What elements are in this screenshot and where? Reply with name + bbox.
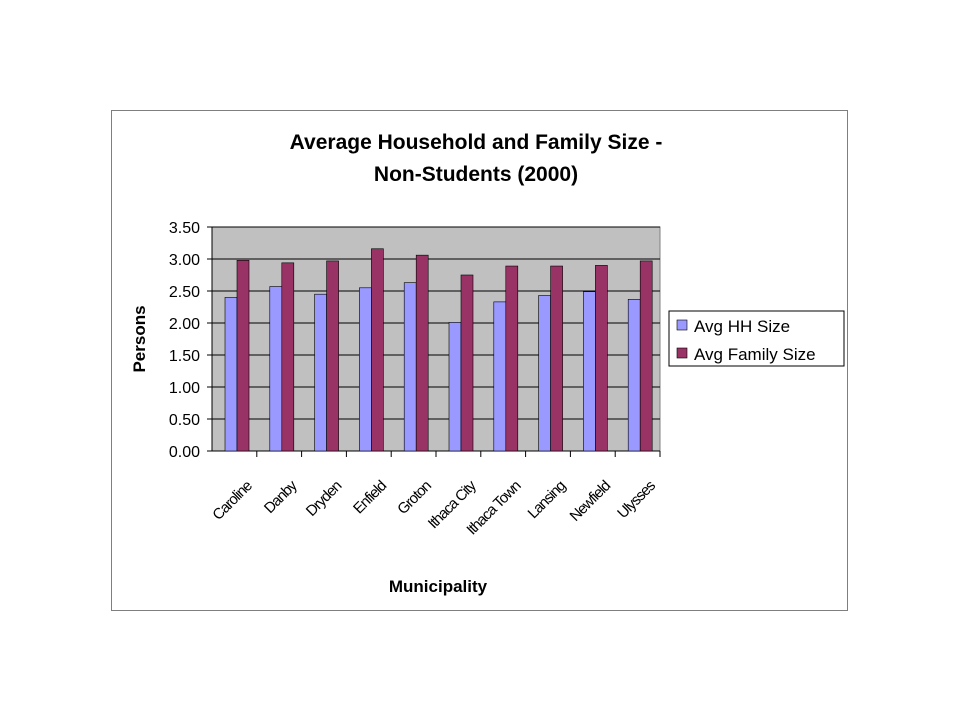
bar-avg-hh-size: [493, 301, 507, 452]
y-tick-label: 3.50: [169, 220, 200, 237]
bar-avg-family-size: [415, 254, 429, 452]
legend-swatch: [676, 319, 688, 331]
x-tick-label: Caroline: [209, 477, 255, 523]
x-tick-label: Danby: [261, 477, 301, 517]
bar-avg-hh-size: [627, 299, 641, 452]
bar-avg-hh-size: [269, 286, 283, 452]
y-tick-label: 2.50: [169, 284, 200, 301]
bar-avg-family-size: [236, 259, 250, 452]
bar-avg-hh-size: [403, 282, 417, 452]
y-tick-label: 0.00: [169, 444, 200, 461]
bar-avg-family-size: [505, 265, 519, 452]
chart-title-line2: Non-Students (2000): [374, 163, 578, 186]
legend-label: Avg Family Size: [694, 345, 816, 364]
y-tick-label: 1.00: [169, 380, 200, 397]
bar-avg-hh-size: [359, 287, 372, 452]
bar-avg-family-size: [371, 248, 384, 452]
bar-avg-hh-size: [538, 295, 551, 452]
y-tick-label: 0.50: [169, 412, 200, 429]
plot-area: 0.00 0.50 1.00 1.50 2.00 2.50 3.00 3.50 Caroline…: [169, 220, 661, 538]
y-tick-label: 1.50: [169, 348, 200, 365]
bar-avg-family-size: [326, 260, 339, 452]
x-tick-label: Ulysses: [614, 477, 659, 522]
legend: Avg HH Size Avg Family Size: [668, 310, 845, 367]
x-tick-label: Groton: [394, 477, 435, 518]
y-tick-label: 2.00: [169, 316, 200, 333]
x-tick-label: Newfield: [567, 477, 615, 525]
bar-avg-hh-size: [224, 297, 238, 452]
bar-avg-hh-size: [314, 293, 327, 452]
legend-box: [668, 310, 845, 367]
bar-avg-family-size: [460, 274, 474, 452]
bar-avg-hh-size: [448, 322, 462, 452]
y-tick-label: 3.00: [169, 252, 200, 269]
chart-title: Average Household and Family Size -: [290, 131, 663, 154]
bar-avg-family-size: [550, 265, 563, 452]
legend-swatch: [676, 347, 688, 359]
legend-label: Avg HH Size: [694, 317, 790, 336]
y-axis-title: Persons: [130, 305, 149, 372]
x-axis-title: Municipality: [389, 577, 488, 596]
bar-avg-family-size: [639, 260, 653, 452]
x-tick-label: Enfield: [350, 477, 390, 517]
x-tick-label: Dryden: [303, 477, 345, 519]
bar-avg-hh-size: [583, 291, 596, 452]
x-tick-label: Lansing: [525, 477, 570, 522]
bar-avg-family-size: [281, 262, 295, 452]
bar-avg-family-size: [595, 265, 608, 452]
